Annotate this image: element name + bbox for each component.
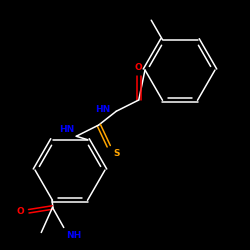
Text: O: O [135, 63, 142, 72]
Text: S: S [113, 149, 120, 158]
Text: HN: HN [95, 106, 110, 114]
Text: O: O [16, 207, 24, 216]
Text: NH: NH [66, 230, 82, 239]
Text: HN: HN [59, 125, 74, 134]
